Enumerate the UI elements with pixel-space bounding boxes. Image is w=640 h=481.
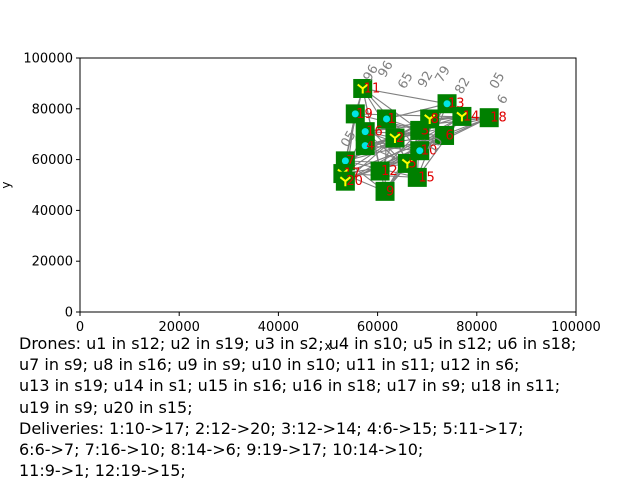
edge-weight-label: 65 bbox=[395, 70, 416, 92]
delivery-point bbox=[361, 142, 369, 150]
network-edge bbox=[365, 131, 445, 137]
station-label: 9 bbox=[386, 184, 394, 199]
x-tick-label: 80000 bbox=[456, 320, 497, 335]
delivery-point bbox=[443, 100, 451, 108]
delivery-point bbox=[383, 115, 391, 123]
station-label: 18 bbox=[490, 111, 507, 126]
station-label: 11 bbox=[364, 81, 381, 96]
y-axis-label: y bbox=[0, 181, 13, 188]
station-label: 19 bbox=[356, 107, 373, 122]
station-label: 15 bbox=[418, 170, 435, 185]
caption-line: Drones: u1 in s12; u2 in s19; u3 in s2; … bbox=[19, 334, 577, 353]
network-edge bbox=[345, 129, 420, 162]
caption-line: 6:6->7; 7:16->10; 8:14->6; 9:19->17; 10:… bbox=[19, 440, 424, 460]
edge-weight-label: 96 bbox=[361, 62, 382, 84]
edge-weight-label: 79 bbox=[433, 64, 454, 86]
network-edge bbox=[386, 103, 448, 120]
station-label: 10 bbox=[421, 144, 438, 159]
network-edge bbox=[362, 88, 421, 131]
x-tick-label: 100000 bbox=[551, 320, 601, 335]
edge-weight-label: 6 bbox=[495, 92, 512, 107]
y-tick-label: 80000 bbox=[32, 102, 73, 117]
edge-weight-label: 05 bbox=[338, 128, 359, 150]
station-label: 4 bbox=[366, 139, 374, 154]
x-axis-label: x bbox=[324, 339, 331, 353]
y-axis-ticks: 0 20000 40000 60000 80000 100000 bbox=[23, 52, 80, 321]
y-tick-label: 0 bbox=[65, 306, 73, 321]
x-tick-label: 40000 bbox=[258, 320, 299, 335]
edge-weight-label: 10 bbox=[425, 135, 446, 157]
station-marker bbox=[375, 181, 395, 201]
drone-marker bbox=[456, 111, 468, 122]
station-label: 8 bbox=[431, 112, 439, 127]
caption-line: Deliveries: 1:10->17; 2:12->20; 3:12->14… bbox=[19, 418, 524, 438]
network-edge bbox=[416, 116, 463, 178]
delivery-point bbox=[351, 110, 359, 118]
y-tick-label: 60000 bbox=[32, 153, 73, 168]
plot-frame bbox=[79, 57, 577, 313]
station-label: 14 bbox=[463, 109, 480, 124]
drone-marker bbox=[424, 114, 436, 124]
station-label: 6 bbox=[446, 128, 454, 143]
drone-marker bbox=[339, 176, 351, 187]
y-tick-label: 20000 bbox=[32, 255, 73, 270]
station-label: 2 bbox=[396, 131, 404, 146]
x-tick-label: 60000 bbox=[357, 320, 398, 335]
station-marker bbox=[407, 167, 427, 187]
edge-weight-label: 82 bbox=[452, 75, 473, 97]
station-label: 12 bbox=[381, 164, 398, 179]
delivery-point bbox=[361, 128, 369, 136]
caption-line: 11:9->1; 12:19->15; bbox=[19, 461, 186, 481]
drone-marker bbox=[401, 158, 413, 169]
edge-weight-label: 96 bbox=[376, 58, 397, 80]
network-edge bbox=[362, 87, 448, 105]
drone-marker bbox=[389, 133, 401, 144]
x-tick-label: 20000 bbox=[159, 320, 200, 335]
caption-line: u13 in s19; u14 in s1; u15 in s16; u16 i… bbox=[19, 376, 561, 396]
delivery-point bbox=[416, 147, 424, 155]
edge-weight-label: 92 bbox=[415, 69, 436, 91]
y-tick-label: 40000 bbox=[32, 204, 73, 219]
station-label: 16 bbox=[366, 125, 383, 140]
caption-line: u7 in s9; u8 in s16; u9 in s9; u10 in s1… bbox=[19, 355, 520, 375]
station-marker bbox=[435, 125, 455, 145]
x-tick-label: 0 bbox=[76, 320, 84, 335]
station-marker bbox=[479, 108, 499, 128]
caption-line: u19 in s9; u20 in s15; bbox=[19, 397, 193, 417]
y-tick-label: 100000 bbox=[23, 52, 73, 67]
station-label: 3 bbox=[421, 123, 429, 138]
drone-marker bbox=[357, 83, 369, 94]
station-layer: 1234567891011121314151617181920 bbox=[333, 78, 507, 201]
edge-weight-label: 05 bbox=[487, 70, 508, 92]
station-label: 7 bbox=[346, 154, 354, 169]
station-label: 5 bbox=[408, 156, 416, 171]
station-marker bbox=[370, 161, 390, 181]
caption: Drones: u1 in s12; u2 in s19; u3 in s2; … bbox=[19, 333, 629, 481]
delivery-point bbox=[341, 157, 349, 165]
x-axis-ticks: 0 20000 40000 60000 80000 100000 bbox=[76, 312, 601, 335]
station-label: 1 bbox=[388, 112, 396, 127]
station-label: 20 bbox=[346, 174, 363, 189]
